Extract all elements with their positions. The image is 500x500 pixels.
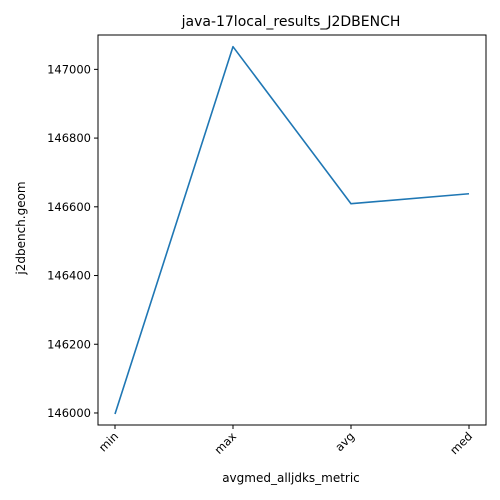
y-tick-label: 146400 [47, 269, 91, 283]
series-line-0 [114, 45, 470, 415]
y-tick-label: 146000 [47, 406, 91, 420]
axes-frame [97, 34, 487, 426]
y-axis-label: j2dbench.geom [14, 181, 28, 275]
y-tick-label: 146200 [47, 337, 91, 351]
y-tick-label: 146600 [47, 200, 91, 214]
y-tick-label: 146800 [47, 131, 91, 145]
y-tick-label: 147000 [47, 62, 91, 76]
x-axis-label: avgmed_alljdks_metric [222, 471, 360, 485]
chart-title: java-17local_results_J2DBENCH [181, 14, 401, 30]
